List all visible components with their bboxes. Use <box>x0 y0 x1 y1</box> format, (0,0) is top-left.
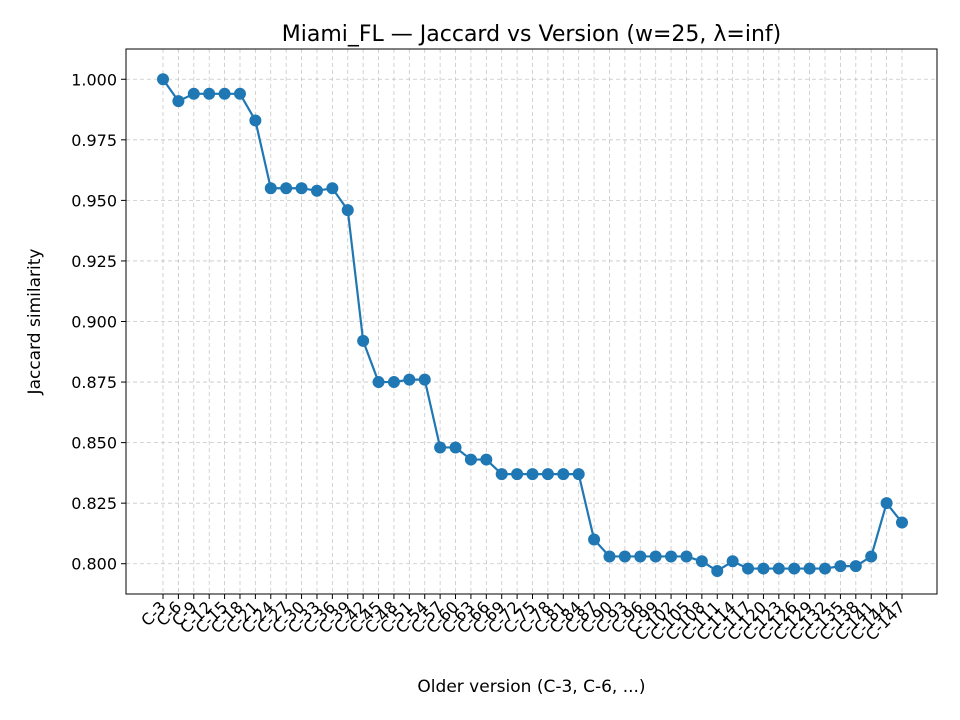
data-point <box>418 373 431 386</box>
data-point <box>865 550 878 563</box>
data-point <box>665 550 678 563</box>
data-point <box>834 560 847 573</box>
data-point <box>495 468 508 481</box>
data-point <box>757 562 770 575</box>
data-point <box>880 497 893 510</box>
data-point <box>849 560 862 573</box>
data-point <box>511 468 524 481</box>
data-point <box>526 468 539 481</box>
data-point <box>434 441 447 454</box>
data-point <box>464 453 477 466</box>
data-point <box>572 468 585 481</box>
data-point <box>403 373 416 386</box>
chart-title: Miami_FL — Jaccard vs Version (w=25, λ=i… <box>282 22 781 47</box>
data-point <box>187 87 200 100</box>
y-tick-label: 0.850 <box>71 434 117 453</box>
data-point <box>310 184 323 197</box>
data-point <box>157 73 169 86</box>
data-point <box>387 376 400 389</box>
data-point <box>618 550 631 563</box>
data-point <box>326 182 339 195</box>
data-point <box>480 453 493 466</box>
y-tick-label: 0.875 <box>71 373 117 392</box>
data-point <box>218 87 231 100</box>
y-tick-label: 0.900 <box>71 313 117 332</box>
data-point <box>726 555 739 568</box>
data-point <box>357 334 370 347</box>
data-point <box>803 562 816 575</box>
data-point <box>680 550 693 563</box>
y-axis-label: Jaccard similarity <box>25 249 45 396</box>
data-point <box>233 87 246 100</box>
y-tick-label: 0.800 <box>71 555 117 574</box>
data-point <box>788 562 801 575</box>
y-tick-label: 0.825 <box>71 494 117 513</box>
y-tick-label: 0.950 <box>71 191 117 210</box>
data-point <box>772 562 785 575</box>
data-point <box>295 182 308 195</box>
data-point <box>603 550 616 563</box>
data-point <box>203 87 216 100</box>
x-axis-label: Older version (C-3, C-6, ...) <box>417 677 645 697</box>
data-point <box>372 376 385 389</box>
x-axis: C-3C-6C-9C-12C-15C-18C-21C-24C-27C-30C-3… <box>137 594 909 644</box>
data-point <box>634 550 647 563</box>
data-point <box>172 95 185 108</box>
y-tick-label: 1.000 <box>71 70 117 89</box>
y-tick-label: 0.975 <box>71 131 117 150</box>
data-point <box>588 533 601 546</box>
data-point <box>341 204 354 217</box>
y-axis: 0.800 0.825 0.850 0.875 0.900 0.925 0.950 0.975… <box>71 70 126 574</box>
data-point <box>742 562 755 575</box>
y-tick-label: 0.925 <box>71 252 117 271</box>
data-point <box>711 564 724 577</box>
data-point <box>249 114 262 127</box>
data-point <box>449 441 462 454</box>
data-point <box>649 550 662 563</box>
gridlines <box>126 49 937 594</box>
data-point <box>541 468 554 481</box>
data-point <box>264 182 277 195</box>
data-point <box>819 562 832 575</box>
data-point <box>280 182 293 195</box>
data-point <box>557 468 570 481</box>
series <box>157 73 908 577</box>
data-point <box>695 555 708 568</box>
data-point <box>896 516 908 529</box>
